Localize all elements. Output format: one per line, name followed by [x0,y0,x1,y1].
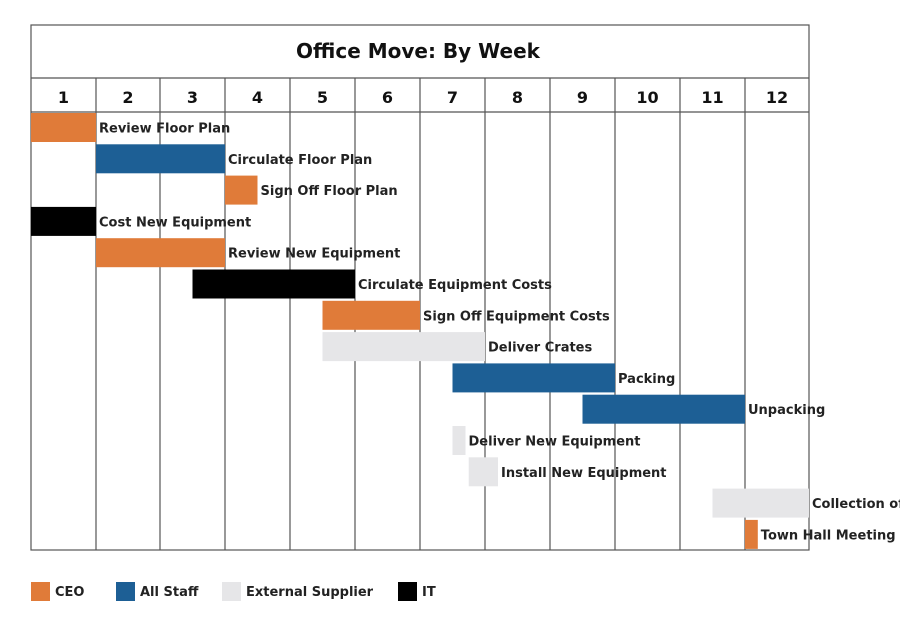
chart-legend: CEO All Staff External Supplier IT [31,582,436,601]
task-label: Deliver Crates [488,341,593,356]
task-bar [322,300,420,330]
week-tick-label: 1 [58,88,69,107]
task-bar [225,175,258,205]
task-bar [31,113,96,142]
week-tick-label: 10 [636,88,658,107]
task-label: Town Hall Meeting [761,528,896,543]
task-label: Collection of Crates [812,497,900,512]
task-bar [712,488,809,518]
task-bar [452,426,466,455]
task-bar [745,519,758,549]
week-tick-label: 11 [701,88,723,107]
task-label: Sign Off Floor Plan [261,184,398,199]
week-tick-label: 7 [447,88,458,107]
task-label: Review New Equipment [228,247,400,262]
task-label: Install New Equipment [501,466,667,481]
legend-label: CEO [55,585,84,600]
week-tick-label: 6 [382,88,393,107]
week-tick-label: 5 [317,88,328,107]
task-bar [468,457,498,487]
week-tick-label: 2 [122,88,133,107]
legend-label: IT [422,585,436,600]
task-label: Sign Off Equipment Costs [423,309,610,324]
legend-label: External Supplier [246,585,374,600]
week-tick-label: 8 [512,88,523,107]
week-tick-label: 12 [766,88,788,107]
task-label: Circulate Equipment Costs [358,278,552,293]
task-bar [31,206,96,236]
task-label: Review Floor Plan [99,122,230,137]
task-bars [31,113,809,549]
task-bar [582,394,745,424]
task-bar [96,144,225,174]
week-tick-label: 9 [577,88,588,107]
week-tick-label: 3 [187,88,198,107]
task-bar [452,363,615,393]
task-bar [322,332,485,362]
chart-title: Office Move: By Week [296,39,541,63]
legend-swatch [398,582,417,601]
legend-swatch [222,582,241,601]
legend-swatch [31,582,50,601]
task-label: Unpacking [748,403,825,418]
task-label: Packing [618,372,675,387]
task-label: Circulate Floor Plan [228,153,372,168]
task-bar [192,269,355,299]
task-label: Cost New Equipment [99,215,251,230]
task-bar [96,238,225,268]
task-label: Deliver New Equipment [469,435,641,450]
week-header: 1 2 3 4 5 6 7 8 9 10 11 12 [58,88,788,107]
task-labels: Review Floor Plan Circulate Floor Plan Sig… [99,122,900,544]
legend-swatch [116,582,135,601]
legend-label: All Staff [140,585,199,600]
week-tick-label: 4 [252,88,263,107]
